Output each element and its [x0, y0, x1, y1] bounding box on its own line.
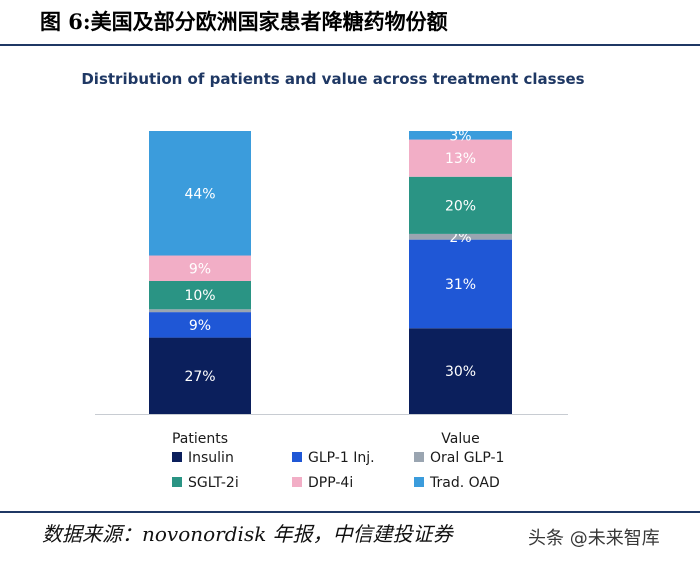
bar-value-sglt-2i — [409, 176, 512, 234]
footer-divider — [0, 511, 700, 513]
data-label-patients-dpp-4i: 9% — [189, 261, 211, 277]
bar-patients-trad-oad — [149, 131, 251, 256]
legend-label-insulin: Insulin — [188, 450, 234, 466]
bar-patients-insulin — [149, 337, 251, 414]
bar-value-dpp-4i — [409, 139, 512, 177]
legend-swatch-dpp-4i — [292, 477, 302, 487]
watermark: 头条 @未来智库 — [528, 528, 660, 549]
data-label-patients-sglt-2i: 10% — [184, 288, 215, 304]
data-label-patients-glp-1-inj: 9% — [189, 318, 211, 334]
legend-label-glp-1-inj: GLP-1 Inj. — [308, 450, 375, 466]
legend-label-sglt-2i: SGLT-2i — [188, 475, 239, 491]
bar-patients-oral-glp-1 — [149, 309, 251, 313]
source-note: 数据来源：novonordisk 年报，中信建投证券 — [42, 522, 453, 546]
legend-swatch-trad-oad — [414, 477, 424, 487]
data-label-patients-insulin: 27% — [184, 369, 215, 385]
bar-value-oral-glp-1 — [409, 233, 512, 240]
legend-swatch-sglt-2i — [172, 477, 182, 487]
legend-swatch-glp-1-inj — [292, 452, 302, 462]
data-label-patients-trad-oad: 44% — [184, 186, 215, 202]
bar-value-glp-1-inj — [409, 239, 512, 329]
data-label-value-insulin: 30% — [445, 364, 476, 380]
legend-label-oral-glp-1: Oral GLP-1 — [430, 450, 504, 466]
bar-patients-sglt-2i — [149, 280, 251, 310]
data-label-value-dpp-4i: 13% — [445, 151, 476, 167]
legend-label-dpp-4i: DPP-4i — [308, 475, 353, 491]
data-label-value-trad-oad: 3% — [449, 128, 471, 144]
data-label-value-glp-1-inj: 31% — [445, 277, 476, 293]
bar-patients-glp-1-inj — [149, 312, 251, 338]
bar-value-trad-oad — [409, 131, 512, 140]
bar-value-insulin — [409, 328, 512, 414]
legend-swatch-insulin — [172, 452, 182, 462]
chart-title: Distribution of patients and value acros… — [81, 70, 584, 88]
legend-swatch-oral-glp-1 — [414, 452, 424, 462]
data-label-value-sglt-2i: 20% — [445, 198, 476, 214]
legend-label-trad-oad: Trad. OAD — [429, 475, 500, 491]
category-label-patients: Patients — [172, 431, 228, 447]
title-divider — [0, 44, 700, 46]
stacked-bar-chart: Distribution of patients and value acros… — [81, 70, 584, 491]
category-label-value: Value — [441, 431, 479, 447]
figure-title: 图 6:美国及部分欧洲国家患者降糖药物份额 — [40, 9, 448, 34]
bar-patients-dpp-4i — [149, 255, 251, 281]
